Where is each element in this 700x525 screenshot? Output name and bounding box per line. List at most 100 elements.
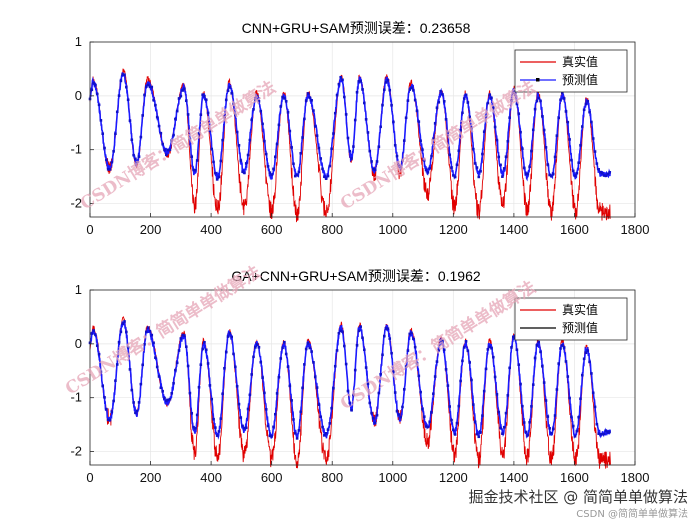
predicted-point bbox=[355, 90, 359, 94]
predicted-point bbox=[546, 163, 550, 166]
predicted-point bbox=[537, 340, 541, 344]
predicted-point bbox=[379, 372, 382, 376]
footer-brand: 掘金技术社区 @ 简简单单做算法 bbox=[468, 488, 688, 506]
predicted-point bbox=[571, 169, 575, 173]
predicted-point bbox=[511, 91, 515, 95]
predicted-point bbox=[499, 426, 502, 430]
predicted-point bbox=[266, 424, 270, 428]
predicted-point bbox=[237, 143, 241, 147]
predicted-point bbox=[304, 99, 308, 103]
predicted-point bbox=[275, 142, 279, 146]
x-tick-label: 1000 bbox=[378, 222, 407, 237]
predicted-point bbox=[419, 139, 422, 143]
predicted-point bbox=[412, 337, 415, 341]
predicted-point bbox=[252, 108, 255, 111]
predicted-point bbox=[413, 98, 417, 102]
predicted-point bbox=[399, 165, 402, 169]
predicted-point bbox=[201, 347, 204, 351]
predicted-point bbox=[368, 401, 372, 405]
predicted-point bbox=[106, 418, 110, 422]
x-tick-label: 800 bbox=[321, 222, 343, 237]
predicted-point bbox=[608, 430, 611, 434]
predicted-point bbox=[488, 93, 491, 96]
predicted-point bbox=[352, 393, 355, 397]
predicted-point bbox=[433, 122, 437, 125]
series-lines bbox=[88, 68, 612, 223]
predicted-point bbox=[604, 174, 608, 178]
predicted-point bbox=[123, 320, 126, 323]
predicted-point bbox=[92, 329, 95, 332]
predicted-point bbox=[363, 101, 366, 105]
predicted-point bbox=[159, 131, 163, 135]
predicted-point bbox=[564, 110, 568, 113]
predicted-point bbox=[395, 154, 399, 158]
predicted-point bbox=[94, 83, 97, 87]
predicted-point bbox=[402, 388, 406, 391]
predicted-point bbox=[255, 94, 259, 98]
predicted-point bbox=[481, 414, 484, 417]
predicted-point bbox=[564, 360, 568, 363]
predicted-point bbox=[359, 80, 362, 83]
predicted-point bbox=[317, 403, 321, 406]
predicted-point bbox=[526, 172, 530, 176]
predicted-point bbox=[392, 370, 395, 373]
predicted-point bbox=[186, 364, 190, 368]
predicted-point bbox=[313, 125, 317, 128]
predicted-point bbox=[588, 110, 591, 114]
predicted-point bbox=[155, 115, 159, 119]
predicted-point bbox=[321, 425, 324, 429]
predicted-point bbox=[170, 139, 174, 142]
predicted-point bbox=[184, 345, 188, 349]
predicted-point bbox=[264, 152, 268, 156]
predicted-point bbox=[511, 335, 515, 339]
predicted-point bbox=[557, 116, 560, 120]
predicted-point bbox=[326, 428, 330, 432]
predicted-point bbox=[254, 97, 257, 101]
predicted-point bbox=[255, 343, 259, 346]
predicted-point bbox=[250, 118, 253, 122]
predicted-point bbox=[553, 414, 557, 417]
predicted-point bbox=[561, 91, 564, 95]
predicted-point bbox=[373, 168, 377, 171]
predicted-point bbox=[272, 425, 275, 429]
predicted-point bbox=[208, 129, 212, 133]
predicted-point bbox=[192, 168, 195, 172]
predicted-point bbox=[312, 109, 315, 112]
predicted-point bbox=[551, 172, 555, 176]
predicted-point bbox=[117, 340, 121, 344]
predicted-point bbox=[519, 382, 522, 386]
predicted-point bbox=[150, 85, 154, 89]
predicted-point bbox=[266, 165, 270, 168]
predicted-point bbox=[194, 427, 197, 430]
predicted-point bbox=[163, 396, 166, 400]
predicted-point bbox=[597, 168, 600, 171]
predicted-point bbox=[506, 394, 510, 397]
legend-label-predicted: 预测值 bbox=[562, 72, 598, 87]
predicted-point bbox=[573, 434, 577, 438]
predicted-point bbox=[495, 393, 499, 396]
predicted-point bbox=[441, 93, 444, 96]
predicted-point bbox=[464, 340, 468, 343]
predicted-point bbox=[237, 402, 241, 406]
predicted-point bbox=[108, 418, 112, 422]
predicted-point bbox=[442, 100, 446, 103]
predicted-point bbox=[364, 366, 368, 369]
predicted-point bbox=[432, 137, 435, 141]
predicted-point bbox=[528, 420, 531, 424]
predicted-point bbox=[126, 345, 130, 349]
predicted-point bbox=[346, 136, 350, 140]
predicted-point bbox=[292, 162, 295, 166]
predicted-point bbox=[366, 131, 370, 134]
predicted-point bbox=[551, 427, 555, 431]
predicted-point bbox=[123, 73, 126, 77]
predicted-point bbox=[324, 177, 328, 180]
predicted-point bbox=[243, 426, 246, 430]
predicted-point bbox=[214, 171, 217, 175]
x-tick-label: 200 bbox=[140, 470, 162, 485]
predicted-point bbox=[317, 146, 321, 150]
predicted-point bbox=[350, 157, 353, 160]
predicted-point bbox=[386, 79, 390, 82]
predicted-point bbox=[217, 175, 221, 179]
x-tick-label: 1800 bbox=[621, 470, 650, 485]
predicted-point bbox=[401, 405, 404, 409]
